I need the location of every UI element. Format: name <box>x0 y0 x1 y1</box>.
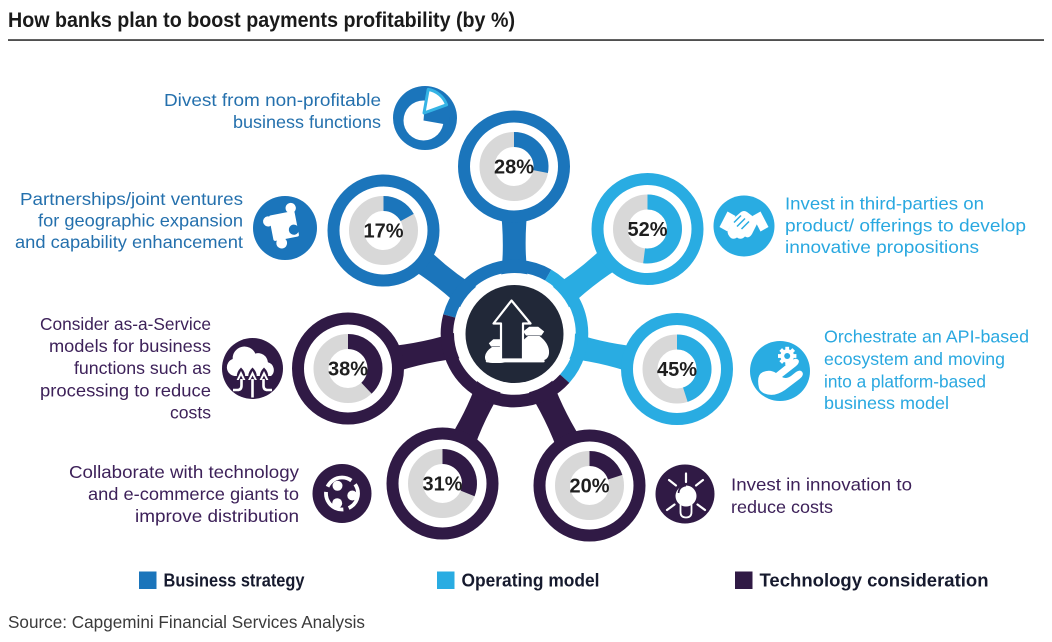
svg-text:38%: 38% <box>328 359 368 381</box>
svg-text:31%: 31% <box>422 474 462 496</box>
svg-text:costs: costs <box>170 403 211 423</box>
svg-text:business functions: business functions <box>233 112 381 132</box>
svg-text:models for business: models for business <box>49 336 211 356</box>
svg-text:innovative propositions: innovative propositions <box>785 237 979 257</box>
svg-text:business model: business model <box>824 393 949 413</box>
svg-text:28%: 28% <box>494 157 534 179</box>
svg-text:reduce costs: reduce costs <box>731 497 833 517</box>
svg-text:Invest in innovation to: Invest in innovation to <box>731 475 912 495</box>
svg-text:Source: Capgemini Financial Se: Source: Capgemini Financial Services Ana… <box>8 612 365 632</box>
svg-text:52%: 52% <box>627 219 667 241</box>
svg-text:improve distribution: improve distribution <box>135 506 299 526</box>
svg-text:17%: 17% <box>363 221 403 243</box>
svg-text:Collaborate with technology: Collaborate with technology <box>69 462 299 482</box>
svg-text:Operating model: Operating model <box>462 570 600 591</box>
svg-text:Consider as-a-Service: Consider as-a-Service <box>40 314 211 334</box>
svg-text:product/ offerings to develop: product/ offerings to develop <box>785 216 1026 236</box>
svg-text:into a platform-based: into a platform-based <box>824 372 986 392</box>
svg-text:Business strategy: Business strategy <box>164 570 306 591</box>
svg-text:Divest from non-profitable: Divest from non-profitable <box>164 90 381 110</box>
svg-text:functions such as: functions such as <box>74 358 211 378</box>
svg-text:processing to reduce: processing to reduce <box>40 381 211 401</box>
svg-text:Invest in third-parties on: Invest in third-parties on <box>785 194 984 214</box>
svg-text:Technology consideration: Technology consideration <box>760 570 989 591</box>
svg-text:Orchestrate an API-based: Orchestrate an API-based <box>824 327 1029 347</box>
svg-text:and capability enhancement: and capability enhancement <box>15 232 243 252</box>
svg-text:and e-commerce giants to: and e-commerce giants to <box>88 484 299 504</box>
svg-text:Partnerships/joint ventures: Partnerships/joint ventures <box>20 189 243 209</box>
svg-text:for geographic expansion: for geographic expansion <box>38 211 243 231</box>
svg-text:ecosystem and moving: ecosystem and moving <box>824 349 1005 369</box>
svg-text:45%: 45% <box>657 359 697 381</box>
svg-text:How banks plan to boost paymen: How banks plan to boost payments profita… <box>8 8 515 32</box>
svg-text:20%: 20% <box>569 476 609 498</box>
